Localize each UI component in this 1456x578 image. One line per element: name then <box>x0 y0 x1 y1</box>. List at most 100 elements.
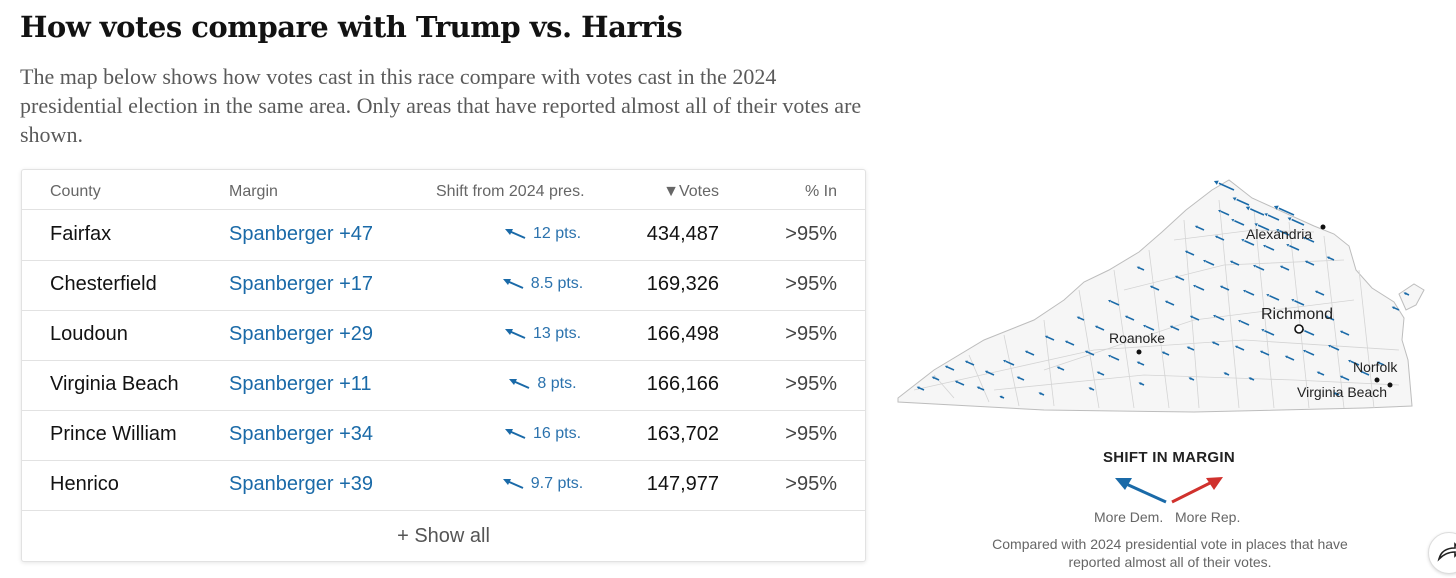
pct-in-value: >95% <box>785 273 837 295</box>
map-shift-arrow <box>1236 346 1245 351</box>
map-shift-arrowhead <box>1253 264 1257 268</box>
norfolk-marker <box>1374 377 1380 383</box>
map-shift-arrowhead <box>1194 225 1198 229</box>
map-shift-arrowhead <box>1291 299 1295 302</box>
map-shift-arrow <box>1265 245 1275 251</box>
shift-value: 9.7 pts. <box>477 475 607 493</box>
map-shift-arrowhead <box>1193 284 1197 288</box>
map-shift-arrow <box>1110 355 1120 361</box>
map-shift-arrow <box>1289 244 1300 251</box>
margin-value: Spanberger +17 <box>229 273 374 295</box>
map-shift-arrow <box>1126 316 1135 321</box>
map-shift-arrow <box>1215 315 1225 321</box>
map-shift-arrowhead <box>1316 371 1320 375</box>
map-shift-arrow <box>1176 276 1185 281</box>
map-shift-arrowhead <box>1264 213 1268 217</box>
map-shift-arrow <box>1221 286 1230 291</box>
map-shift-arrow <box>1196 226 1205 231</box>
shift-label: 9.7 pts. <box>530 475 584 492</box>
map-shift-arrow <box>1264 329 1275 336</box>
map-shift-arrow <box>1145 325 1155 331</box>
map-shift-arrowhead <box>1403 292 1407 295</box>
header-shift[interactable]: Shift from 2024 pres. <box>436 183 585 200</box>
map-shift-arrowhead <box>1254 223 1258 227</box>
map-shift-arrowhead <box>1136 266 1140 270</box>
map-shift-arrowhead <box>1161 351 1165 355</box>
map-shift-arrow <box>1220 210 1230 216</box>
table-row: Virginia Beach Spanberger +11 8 pts. 166… <box>22 360 865 411</box>
shift-label: 16 pts. <box>532 425 582 442</box>
map-shift-arrow <box>1341 331 1350 336</box>
shift-value: 8.5 pts. <box>477 275 607 293</box>
legend-rep-label: More Rep. <box>1175 509 1241 525</box>
legend-arrows <box>1115 477 1223 504</box>
map-shift-arrowhead <box>1232 197 1237 201</box>
map-shift-arrowhead <box>1286 244 1290 247</box>
map-shift-arrow <box>1330 345 1340 351</box>
map-shift-arrowhead <box>1213 180 1219 185</box>
results-table: County Margin Shift from 2024 pres. ▼Vot… <box>21 169 866 562</box>
county-name: Virginia Beach <box>50 373 179 395</box>
map-shift-arrowhead <box>1016 376 1020 380</box>
city-label-norfolk: Norfolk <box>1353 359 1398 375</box>
shift-value: 16 pts. <box>477 425 607 443</box>
map-shift-arrowhead <box>1261 329 1265 332</box>
map-shift-arrow <box>1188 346 1195 351</box>
map-shift-arrowhead <box>1003 359 1007 363</box>
votes-value: 147,977 <box>646 473 719 495</box>
map-shift-arrow <box>1318 371 1325 376</box>
map-shift-arrowhead <box>916 386 920 390</box>
margin-value: Spanberger +11 <box>229 373 372 395</box>
header-county[interactable]: County <box>50 183 101 200</box>
map-shift-arrow <box>933 376 940 381</box>
map-shift-arrow <box>1195 285 1205 291</box>
map-shift-arrow <box>1306 261 1315 266</box>
header-margin[interactable]: Margin <box>229 183 278 200</box>
map-shift-arrowhead <box>1203 259 1207 263</box>
map-shift-arrow <box>1236 198 1250 206</box>
county-name: Loudoun <box>50 323 128 345</box>
map-shift-arrow <box>978 386 985 391</box>
map-shift-arrowhead <box>1303 349 1307 353</box>
legend-note: Compared with 2024 presidential vote in … <box>992 536 1348 570</box>
table-row: Henrico Spanberger +39 9.7 pts. 147,977 … <box>22 460 865 511</box>
shift-arrow-icon <box>509 379 530 389</box>
map-shift-arrowhead <box>1188 377 1192 380</box>
map-shift-arrow <box>1328 256 1335 261</box>
map-shift-arrowhead <box>1348 359 1352 363</box>
map-shift-arrow <box>1378 361 1385 366</box>
share-button[interactable] <box>1428 532 1456 574</box>
map-shift-arrow <box>1218 182 1235 191</box>
map-shift-arrow <box>956 381 965 386</box>
map-shift-arrowhead <box>964 360 968 364</box>
shift-arrow-icon <box>504 229 526 239</box>
page-title: How votes compare with Trump vs. Harris <box>20 10 683 44</box>
show-all-button[interactable]: + Show all <box>397 524 490 547</box>
map-shift-arrow <box>1326 316 1335 321</box>
map-shift-arrowhead <box>1263 244 1267 248</box>
map-shift-arrowhead <box>1279 265 1283 269</box>
margin-value: Spanberger +47 <box>229 223 374 245</box>
map-shift-arrowhead <box>1245 206 1251 211</box>
map-shift-arrowhead <box>1328 344 1332 348</box>
header-votes[interactable]: ▼Votes <box>663 183 719 200</box>
table-row: Loudoun Spanberger +29 13 pts. 166,498 >… <box>22 310 865 361</box>
map-shift-arrowhead <box>1189 315 1193 319</box>
map-shift-arrow <box>1191 316 1200 321</box>
map-shift-arrowhead <box>1234 345 1238 349</box>
map-shift-arrow <box>1096 326 1105 331</box>
pct-in-value: >95% <box>785 373 837 395</box>
county-name: Prince William <box>50 423 177 445</box>
map-shift-arrowhead <box>1287 217 1292 221</box>
map-shift-arrowhead <box>1024 350 1028 354</box>
header-pct-in[interactable]: % In <box>804 183 837 200</box>
eastern-shore-shape <box>1398 283 1425 311</box>
map-shift-arrowhead <box>1218 209 1222 213</box>
map-shift-arrowhead <box>1136 361 1140 365</box>
map-shift-arrow <box>1151 286 1160 291</box>
shift-label: 13 pts. <box>532 325 582 342</box>
county-name: Henrico <box>50 473 119 495</box>
map-shift-arrowhead <box>1259 350 1263 354</box>
legend-dem-label: More Dem. <box>1094 509 1164 525</box>
shift-arrow-icon <box>502 279 524 289</box>
